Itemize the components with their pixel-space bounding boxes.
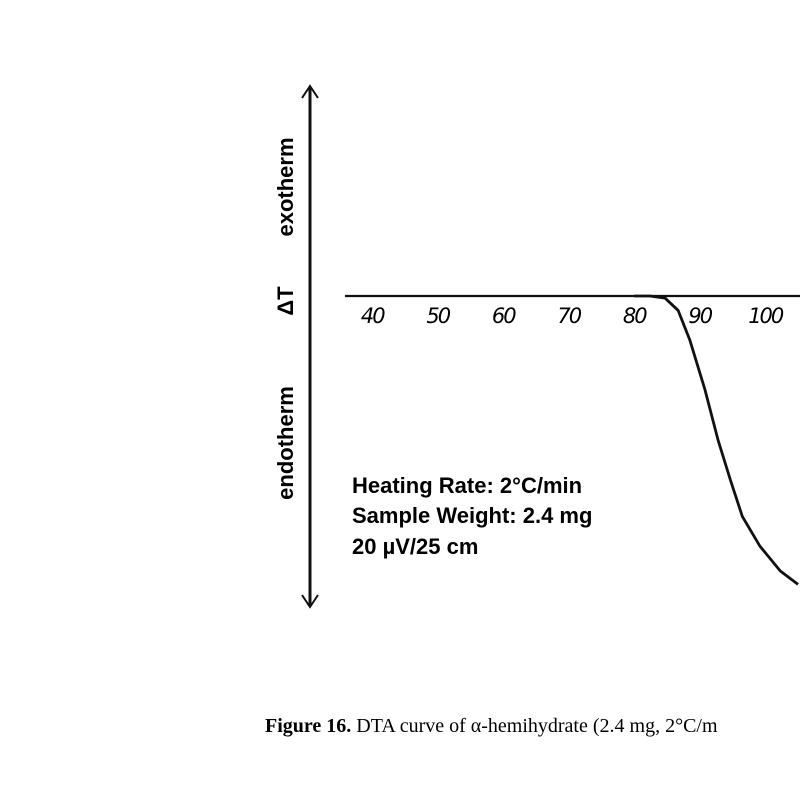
x-tick-label: 70 <box>557 304 581 328</box>
y-label: ΔT <box>273 286 298 316</box>
x-tick-label: 50 <box>426 304 450 328</box>
dta-curve <box>634 294 799 586</box>
annotation: 20 µV/25 cm <box>352 534 478 559</box>
x-tick-label: 80 <box>623 304 647 328</box>
y-label-bottom: endotherm <box>273 386 298 500</box>
x-tick-label: 90 <box>688 304 712 328</box>
arrow-head <box>301 84 319 99</box>
y-label-top: exotherm <box>273 137 298 236</box>
x-tick-label: 60 <box>492 304 516 328</box>
x-tick-label: 40 <box>361 304 385 328</box>
x-tick-label: 100 <box>748 304 784 328</box>
caption-label: Figure 16. <box>265 715 351 737</box>
caption-text: DTA curve of α-hemihydrate (2.4 mg, 2°C/… <box>356 715 718 737</box>
caption: Figure 16. DTA curve of α-hemihydrate (2… <box>265 715 718 737</box>
annotation: Heating Rate: 2°C/min <box>352 473 582 498</box>
arrow-head <box>301 594 319 609</box>
annotation: Sample Weight: 2.4 mg <box>352 503 592 528</box>
